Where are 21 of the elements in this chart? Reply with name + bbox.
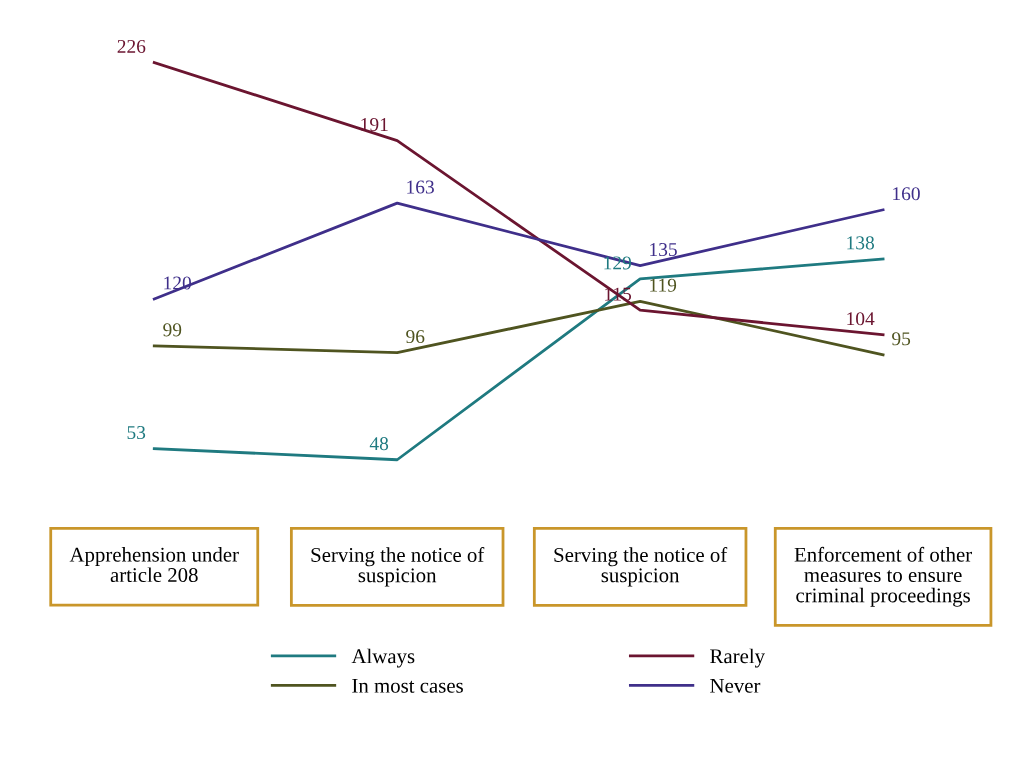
legend-label: In most cases xyxy=(352,678,463,693)
data-label: 226 xyxy=(117,39,146,53)
data-label: 138 xyxy=(847,236,875,250)
data-label: 163 xyxy=(407,180,434,194)
x-tick-label: Enforcement of other measures to ensure criminal proceedings xyxy=(794,546,972,607)
data-label: 48 xyxy=(369,437,389,451)
data-label: 135 xyxy=(650,243,677,257)
legend-label: Never xyxy=(710,678,761,693)
x-tick-label: Serving the notice of suspicion xyxy=(554,547,728,587)
legend-label: Always xyxy=(351,648,415,668)
data-label: 99 xyxy=(163,323,182,337)
data-label: 95 xyxy=(892,332,911,346)
data-label: 160 xyxy=(893,187,920,201)
data-label: 104 xyxy=(847,312,875,326)
x-tick-label: Apprehension under article 208 xyxy=(69,547,239,583)
data-label: 53 xyxy=(127,426,146,440)
x-tick-label: Serving the notice of suspicion xyxy=(311,547,485,587)
data-label: 119 xyxy=(650,278,677,292)
data-label: 129 xyxy=(604,256,632,270)
data-label: 96 xyxy=(406,330,425,344)
legend-label: Rarely xyxy=(710,648,765,668)
